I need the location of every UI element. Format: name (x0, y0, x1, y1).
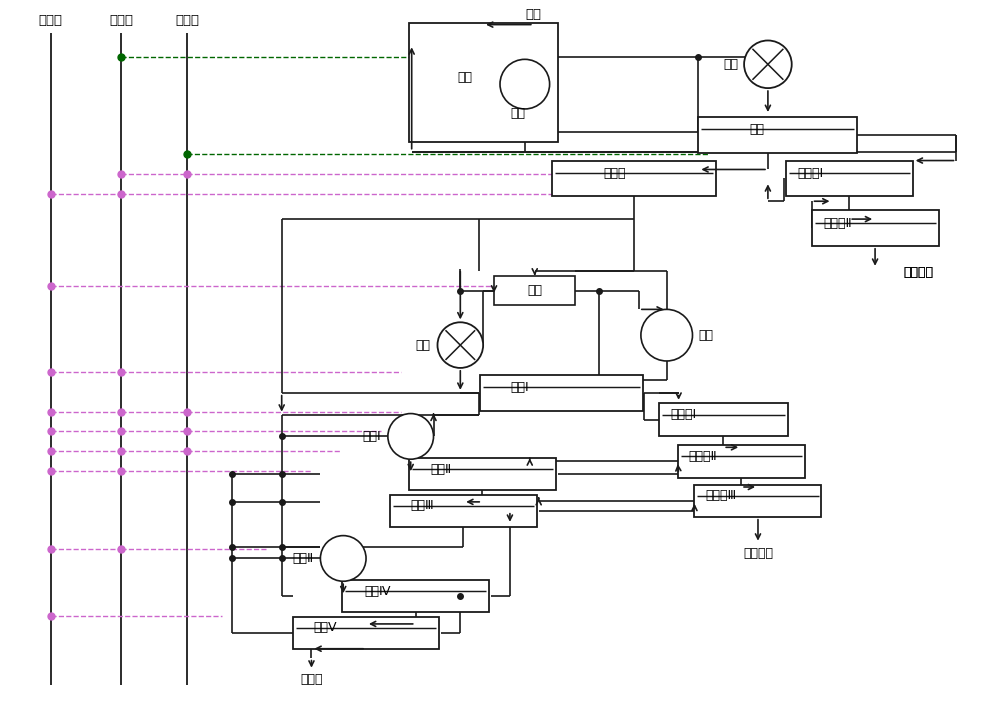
Bar (447, 47, 519, 107)
Text: 粗选尾矿: 粗选尾矿 (904, 266, 934, 279)
Bar (698, 117, 857, 153)
Circle shape (320, 536, 366, 581)
Bar (694, 485, 821, 517)
Text: 磨矿: 磨矿 (458, 71, 473, 84)
Text: 粗扫选Ⅰ: 粗扫选Ⅰ (798, 167, 824, 180)
Text: 精扫选Ⅰ: 精扫选Ⅰ (671, 408, 697, 421)
Text: 精选Ⅰ: 精选Ⅰ (510, 381, 529, 394)
Bar (659, 403, 788, 436)
Text: 搅拌: 搅拌 (416, 338, 431, 351)
Text: 粗选尾矿: 粗选尾矿 (904, 266, 934, 279)
Bar (409, 458, 556, 490)
Text: 粗精选: 粗精选 (603, 167, 626, 180)
Text: 粗扫选Ⅱ: 粗扫选Ⅱ (823, 217, 852, 229)
Text: 精扫选Ⅲ: 精扫选Ⅲ (705, 490, 737, 503)
Text: 分级: 分级 (510, 108, 525, 120)
Bar (786, 161, 913, 196)
Circle shape (744, 40, 792, 88)
Bar (409, 23, 558, 142)
Text: 抑制剂: 抑制剂 (39, 14, 63, 27)
Text: 分级: 分级 (527, 284, 542, 297)
Bar (812, 210, 939, 246)
Text: 捕收剂: 捕收剂 (109, 14, 133, 27)
Bar (390, 495, 537, 527)
Bar (342, 580, 489, 612)
Text: 精扫选Ⅱ: 精扫选Ⅱ (689, 450, 717, 462)
Bar (678, 445, 805, 478)
Text: 精选Ⅳ: 精选Ⅳ (364, 584, 391, 598)
Text: 擦洗Ⅱ: 擦洗Ⅱ (292, 552, 313, 565)
Text: 再磨: 再磨 (698, 328, 713, 342)
Bar (494, 275, 575, 305)
Circle shape (388, 414, 434, 459)
Bar (293, 617, 439, 649)
Text: 起泡剂: 起泡剂 (175, 14, 199, 27)
Bar (480, 375, 643, 411)
Text: 钼精矿: 钼精矿 (300, 673, 323, 686)
Text: 精选Ⅴ: 精选Ⅴ (313, 622, 337, 635)
Text: 精选Ⅲ: 精选Ⅲ (411, 499, 434, 513)
Text: 精选Ⅱ: 精选Ⅱ (431, 462, 452, 475)
Text: 原矿: 原矿 (526, 8, 542, 22)
Text: 粗选: 粗选 (749, 123, 764, 136)
Text: 擦洗Ⅰ: 擦洗Ⅰ (362, 430, 381, 443)
Circle shape (500, 60, 550, 109)
Text: 精选尾矿: 精选尾矿 (743, 547, 773, 560)
Circle shape (437, 322, 483, 368)
Circle shape (641, 309, 692, 361)
Text: 搅拌: 搅拌 (723, 58, 738, 71)
Bar (552, 161, 716, 196)
